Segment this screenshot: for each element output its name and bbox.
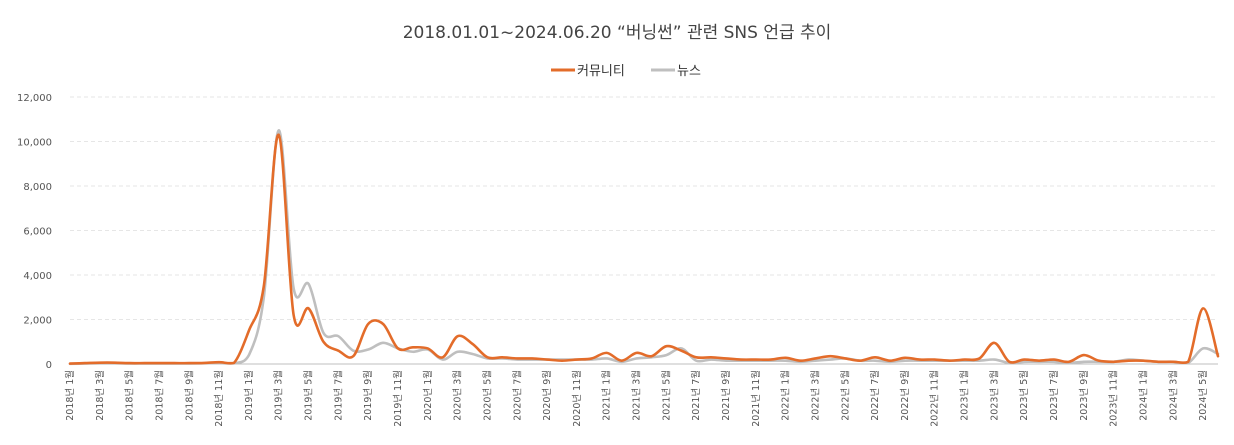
x-tick-label: 2022년 7월: [869, 370, 881, 421]
x-tick-label: 2021년 9월: [720, 370, 732, 421]
x-tick-label: 2022년 5월: [839, 370, 851, 421]
x-tick-label: 2020년 11월: [571, 370, 583, 427]
y-tick-label: 0: [46, 360, 52, 371]
x-tick-label: 2021년 5월: [660, 370, 672, 421]
x-tick-label: 2022년 3월: [809, 370, 821, 421]
legend-label-news: 뉴스: [677, 64, 701, 79]
x-tick-label: 2019년 1월: [243, 370, 255, 421]
x-tick-label: 2024년 5월: [1197, 370, 1209, 421]
x-tick-label: 2018년 1월: [64, 370, 76, 421]
x-tick-label: 2018년 11월: [213, 370, 225, 427]
x-tick-label: 2020년 3월: [452, 370, 464, 421]
legend: 커뮤니티 뉴스: [551, 64, 701, 79]
x-tick-label: 2019년 7월: [332, 370, 344, 421]
x-tick-label: 2020년 1월: [422, 370, 434, 421]
x-tick-label: 2024년 1월: [1137, 370, 1149, 421]
x-tick-label: 2020년 9월: [541, 370, 553, 421]
x-tick-label: 2020년 5월: [481, 370, 493, 421]
x-tick-label: 2022년 1월: [780, 370, 792, 421]
gridlines: [70, 96, 1218, 365]
x-tick-label: 2023년 3월: [988, 370, 1000, 421]
chart-title: 2018.01.01~2024.06.20 “버닝썬” 관련 SNS 언급 추이: [403, 23, 832, 43]
x-tick-label: 2023년 1월: [959, 370, 971, 421]
x-tick-label: 2023년 7월: [1048, 370, 1060, 421]
series-line-news: [68, 129, 1220, 366]
x-tick-label: 2018년 9월: [183, 370, 195, 421]
y-tick-label: 2,000: [23, 316, 52, 327]
x-tick-label: 2019년 11월: [392, 370, 404, 427]
legend-label-community: 커뮤니티: [577, 64, 625, 79]
y-tick-label: 4,000: [23, 271, 52, 282]
x-axis-ticks: 2018년 1월 2018년 3월 2018년 5월 2018년 7월 2018년 9월…: [64, 370, 1209, 427]
x-tick-label: 2021년 11월: [750, 370, 762, 427]
x-tick-label: 2018년 7월: [153, 370, 165, 421]
x-tick-label: 2022년 9월: [899, 370, 911, 421]
x-tick-label: 2024년 3월: [1167, 370, 1179, 421]
y-tick-label: 6,000: [23, 227, 52, 238]
x-tick-label: 2022년 11월: [929, 370, 941, 427]
x-tick-label: 2020년 7월: [511, 370, 523, 421]
x-tick-label: 2019년 3월: [273, 370, 285, 421]
x-tick-label: 2023년 5월: [1018, 370, 1030, 421]
x-tick-label: 2018년 5월: [124, 370, 136, 421]
y-tick-label: 12,000: [17, 93, 52, 104]
x-tick-label: 2021년 1월: [601, 370, 613, 421]
series-lines: [68, 129, 1220, 366]
x-tick-label: 2018년 3월: [94, 370, 106, 421]
y-axis-ticks: 0 2,000 4,000 6,000 8,000 10,000 12,000: [17, 93, 52, 371]
y-tick-label: 8,000: [23, 182, 52, 193]
x-tick-label: 2019년 9월: [362, 370, 374, 421]
x-tick-label: 2023년 11월: [1108, 370, 1120, 427]
x-tick-label: 2023년 9월: [1078, 370, 1090, 421]
series-line-community: [68, 133, 1220, 365]
x-tick-label: 2021년 3월: [631, 370, 643, 421]
x-tick-label: 2019년 5월: [303, 370, 315, 421]
y-tick-label: 10,000: [17, 138, 52, 149]
x-tick-label: 2021년 7월: [690, 370, 702, 421]
